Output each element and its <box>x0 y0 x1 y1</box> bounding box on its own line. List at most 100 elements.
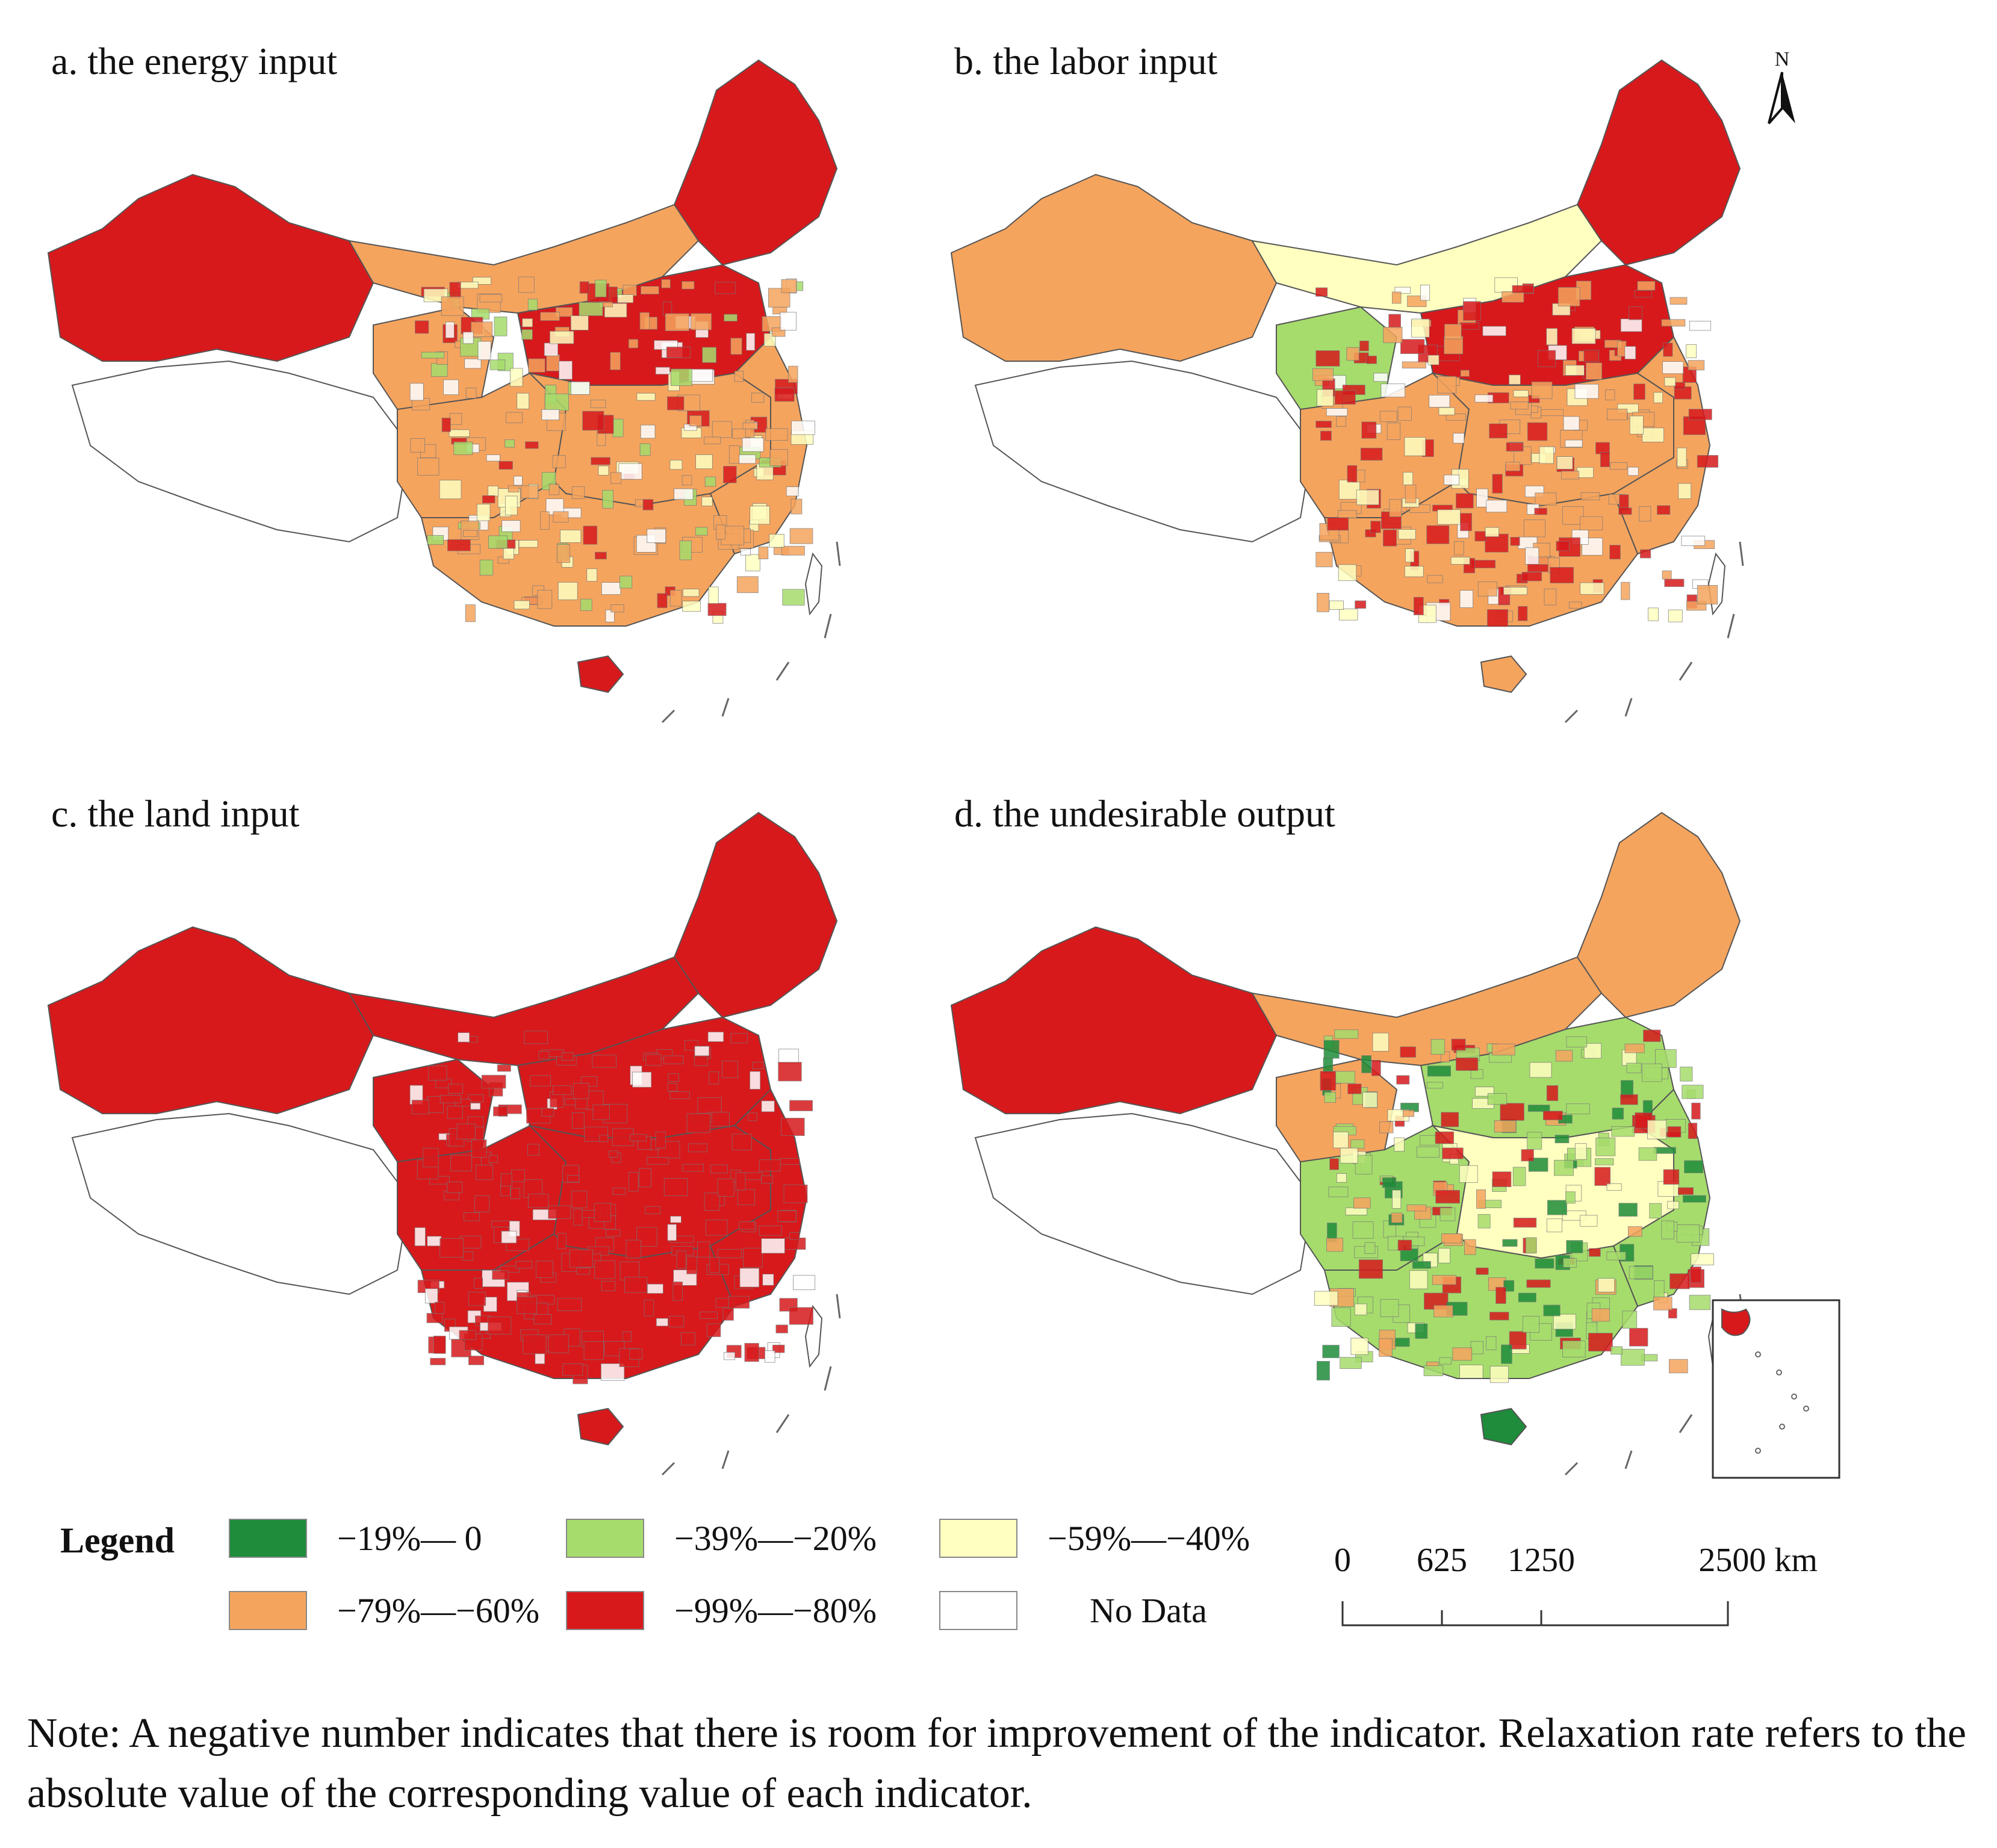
county-cell <box>1400 1046 1416 1058</box>
county-cell <box>1439 1357 1452 1365</box>
county-cell <box>488 535 508 549</box>
county-cell <box>1323 1057 1334 1073</box>
county-cell <box>1398 529 1416 540</box>
county-cell <box>498 460 513 470</box>
county-cell <box>669 1316 685 1327</box>
county-cell <box>594 1260 616 1279</box>
county-cell <box>655 367 670 375</box>
county-cell <box>1400 339 1425 355</box>
county-cell <box>1454 541 1464 556</box>
county-cell <box>682 1164 704 1172</box>
county-cell <box>428 1065 447 1081</box>
county-cell <box>689 415 702 427</box>
county-cell <box>694 1046 710 1056</box>
legend-label: −79%—−60% <box>337 1590 540 1630</box>
county-cell <box>449 429 470 437</box>
legend-swatch <box>229 1590 307 1630</box>
county-cell <box>1404 437 1426 456</box>
county-cell <box>610 472 622 484</box>
county-cell <box>421 352 445 359</box>
county-cell <box>1402 361 1426 369</box>
county-cell <box>758 547 769 560</box>
county-cell <box>521 329 533 340</box>
county-cell <box>1426 525 1450 544</box>
county-cell <box>618 463 642 480</box>
region-hainan <box>577 1407 624 1446</box>
county-cell <box>1432 1275 1456 1285</box>
county-cell <box>1562 1341 1586 1357</box>
county-cell <box>730 1033 748 1044</box>
county-cell <box>1662 570 1672 580</box>
north-arrow-icon <box>1768 72 1795 125</box>
county-cell <box>1637 281 1656 291</box>
county-cell <box>610 352 621 370</box>
county-cell <box>1423 1365 1444 1377</box>
panel-title: b. the labor input <box>954 40 1218 82</box>
county-cell <box>548 483 559 495</box>
county-cell <box>500 1265 520 1273</box>
county-cell <box>1405 548 1415 563</box>
county-cell <box>1413 597 1424 615</box>
county-cell <box>1477 1214 1491 1229</box>
county-cell <box>1556 541 1570 551</box>
county-cell <box>791 420 815 435</box>
county-cell <box>580 598 592 611</box>
county-cell <box>1697 455 1719 468</box>
scale-bar-line <box>1341 1601 1729 1626</box>
legend-title: Legend <box>60 1521 175 1560</box>
county-cell <box>1500 1103 1524 1121</box>
county-cell <box>1547 1200 1567 1215</box>
county-cell <box>1654 1147 1676 1154</box>
county-cell <box>672 1282 683 1301</box>
county-cell <box>1553 1313 1576 1330</box>
county-cell <box>1331 1307 1351 1327</box>
county-cell <box>583 1341 604 1360</box>
county-cell <box>1629 306 1642 320</box>
county-cell <box>765 428 788 441</box>
county-cell <box>1338 510 1357 519</box>
county-cell <box>1686 344 1697 358</box>
county-cell <box>735 1172 746 1191</box>
county-cell <box>472 277 491 285</box>
legend-swatch <box>939 1590 1017 1630</box>
county-cell <box>1487 609 1509 627</box>
county-cell <box>739 1268 760 1288</box>
county-cell <box>739 454 756 464</box>
county-cell <box>728 1295 750 1309</box>
county-cell <box>1328 1186 1349 1197</box>
county-cell <box>1379 1121 1394 1133</box>
county-cell <box>1621 1348 1645 1366</box>
county-cell <box>1664 377 1676 386</box>
county-cell <box>1510 402 1529 410</box>
county-cell <box>535 1353 545 1365</box>
county-cell <box>1668 609 1683 622</box>
county-cell <box>665 313 689 332</box>
county-cell <box>724 1352 736 1360</box>
legend-item: −79%—−60% <box>229 1589 539 1631</box>
county-cell <box>1594 1167 1611 1186</box>
county-cell <box>1682 1085 1704 1099</box>
county-cell <box>686 1113 710 1133</box>
county-cell <box>789 1307 813 1325</box>
county-cell <box>559 361 573 380</box>
county-cell <box>571 486 585 499</box>
county-cell <box>1662 361 1684 374</box>
county-cell <box>623 285 637 296</box>
sea-boundary-dash <box>836 1294 841 1319</box>
county-cell <box>515 1260 533 1269</box>
county-cell <box>572 1112 585 1129</box>
county-cell <box>1338 564 1357 581</box>
county-cell <box>1502 291 1524 303</box>
county-cell <box>674 488 694 500</box>
county-cell <box>1356 489 1379 506</box>
county-cell <box>1355 600 1367 609</box>
county-cell <box>602 489 613 509</box>
panel-title: a. the energy input <box>51 40 338 82</box>
county-cell <box>537 590 553 609</box>
county-cell <box>1667 1201 1680 1209</box>
county-cell <box>1392 1189 1402 1209</box>
county-cell <box>1653 1297 1672 1310</box>
county-cell <box>1440 1208 1456 1221</box>
county-cell <box>636 1227 657 1247</box>
county-cell <box>1397 1239 1412 1251</box>
